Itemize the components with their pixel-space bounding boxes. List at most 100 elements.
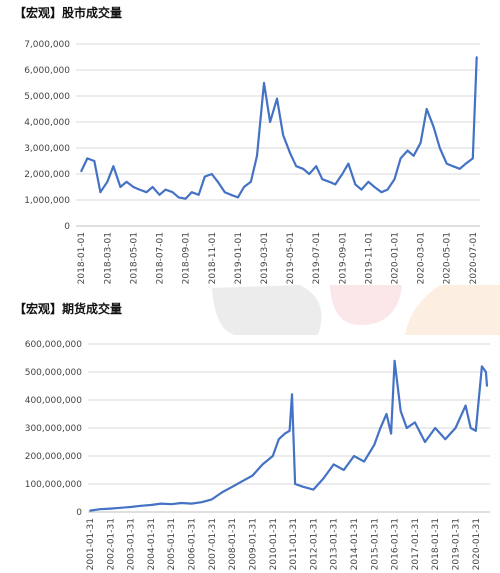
data-point <box>373 186 376 188</box>
data-point <box>256 154 258 157</box>
data-point <box>413 421 416 424</box>
data-point <box>342 469 345 471</box>
data-point <box>139 504 142 507</box>
x-tick-label: 2019-03-01 <box>260 232 270 284</box>
x-tick-label: 2018-07-01 <box>156 232 166 284</box>
data-point <box>190 191 193 194</box>
data-point <box>177 196 180 199</box>
data-point <box>471 157 474 160</box>
data-point <box>474 429 477 432</box>
data-point <box>125 180 128 183</box>
x-tick-label: 2018-01-01 <box>77 232 87 284</box>
data-point <box>276 97 278 100</box>
x-tick-label: 2007-01-31 <box>208 518 218 570</box>
data-point <box>138 188 141 191</box>
data-point <box>93 160 96 162</box>
data-point <box>332 463 335 466</box>
data-point <box>210 498 213 501</box>
x-tick-label: 2010-01-31 <box>269 518 279 570</box>
data-point <box>160 502 162 505</box>
data-point <box>373 443 376 446</box>
data-point <box>231 485 234 488</box>
x-tick-label: 2008-01-31 <box>228 518 238 570</box>
x-tick-label: 2014-01-31 <box>350 518 360 570</box>
y-tick-label: 500,000,000 <box>25 368 83 378</box>
data-point <box>291 393 293 396</box>
data-point <box>469 427 472 429</box>
data-point <box>288 429 291 432</box>
data-point <box>434 427 437 429</box>
data-point <box>312 488 315 491</box>
data-point <box>451 165 454 168</box>
data-point <box>379 427 382 429</box>
data-point <box>405 427 408 429</box>
y-tick-label: 600,000,000 <box>25 340 83 350</box>
x-tick-label: 2018-05-01 <box>129 232 139 284</box>
x-tick-label: 2009-01-31 <box>248 518 258 570</box>
y-tick-label: 6,000,000 <box>24 66 70 76</box>
data-point <box>86 157 89 160</box>
y-tick-label: 4,000,000 <box>24 118 70 128</box>
data-point <box>424 441 426 443</box>
y-tick-label: 400,000,000 <box>25 396 83 406</box>
data-point <box>203 175 206 178</box>
data-point <box>243 186 245 188</box>
data-point <box>322 477 325 480</box>
data-point <box>367 180 370 183</box>
data-point <box>353 455 355 457</box>
y-tick-label: 200,000,000 <box>25 452 83 462</box>
data-point <box>221 491 223 494</box>
data-point <box>360 188 363 191</box>
data-point <box>380 191 383 194</box>
data-point <box>164 188 167 191</box>
data-point <box>425 108 428 110</box>
data-point <box>132 186 135 188</box>
data-point <box>89 509 91 512</box>
data-point <box>277 438 280 441</box>
data-point <box>80 170 83 173</box>
data-point <box>282 134 285 136</box>
x-tick-label: 2019-09-01 <box>338 232 348 284</box>
data-point <box>432 126 435 129</box>
data-point <box>444 438 447 441</box>
data-point <box>200 501 203 504</box>
data-point <box>458 167 461 170</box>
x-tick-label: 2020-01-01 <box>391 232 401 284</box>
data-point <box>236 196 239 199</box>
x-tick-label: 2013-01-31 <box>330 518 340 570</box>
data-point <box>171 191 174 194</box>
data-point <box>294 483 296 485</box>
data-point <box>170 503 173 506</box>
data-point <box>412 154 415 157</box>
x-tick-label: 2019-11-01 <box>364 232 374 284</box>
data-point <box>119 186 122 188</box>
data-point <box>145 191 148 194</box>
series-line <box>80 56 478 200</box>
x-tick-label: 2019-01-01 <box>234 232 244 284</box>
watermark-shape-orange <box>405 285 500 335</box>
data-point <box>406 149 409 152</box>
data-point <box>419 141 422 144</box>
x-tick-label: 2002-01-31 <box>106 518 116 570</box>
y-tick-label: 7,000,000 <box>24 40 70 50</box>
y-tick-label: 0 <box>64 222 70 232</box>
data-point <box>158 193 161 196</box>
y-tick-label: 3,000,000 <box>24 144 70 154</box>
data-point <box>190 502 193 505</box>
x-tick-label: 2019-07-01 <box>312 232 322 284</box>
data-point <box>347 162 350 165</box>
watermark-shape-gray <box>212 285 322 335</box>
data-point <box>334 183 337 186</box>
data-point <box>328 180 331 183</box>
data-point <box>223 191 226 194</box>
x-tick-label: 2016-01-31 <box>391 518 401 570</box>
x-tick-label: 2019-01-31 <box>451 518 461 570</box>
data-point <box>112 165 115 168</box>
chart-title-stock-volume: 【宏观】股市成交量 <box>14 6 123 20</box>
data-point <box>386 188 389 191</box>
data-point <box>210 173 213 175</box>
x-tick-label: 2006-01-31 <box>188 518 198 570</box>
x-tick-label: 2019-05-01 <box>286 232 296 284</box>
x-tick-label: 2012-01-31 <box>309 518 319 570</box>
